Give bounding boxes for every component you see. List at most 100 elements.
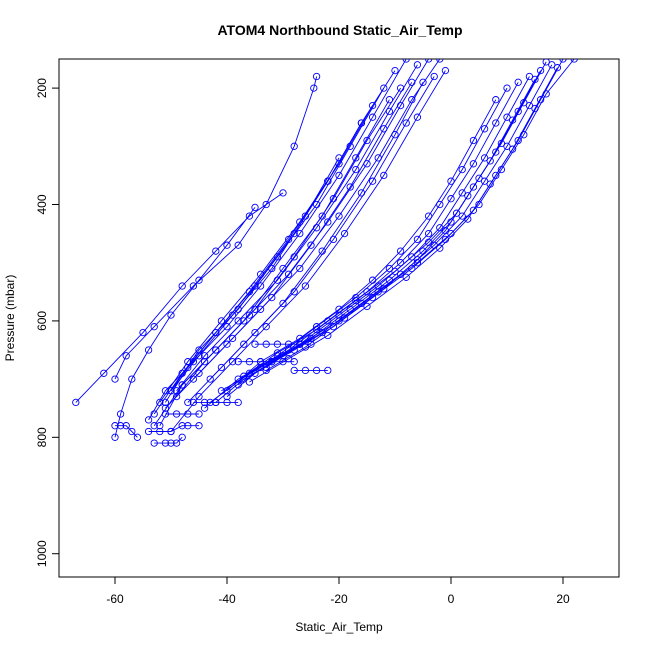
series-line	[237, 70, 541, 386]
data-point	[492, 96, 500, 104]
series-line	[265, 79, 536, 371]
data-point	[408, 78, 416, 86]
data-point	[508, 145, 517, 153]
data-point	[441, 66, 450, 75]
data-point	[413, 235, 422, 244]
data-point	[172, 410, 181, 418]
data-point	[335, 212, 343, 220]
data-point	[122, 422, 130, 430]
data-point	[240, 340, 248, 348]
data-point	[184, 422, 192, 430]
data-point	[150, 439, 158, 447]
y-tick-label: 200	[35, 78, 49, 98]
series-line	[193, 59, 441, 380]
data-point	[234, 317, 242, 325]
data-point	[486, 157, 494, 165]
data-point	[396, 247, 405, 255]
data-point	[508, 116, 517, 124]
data-point	[273, 352, 282, 360]
data-point	[486, 180, 494, 188]
data-point	[363, 136, 371, 145]
data-point	[368, 276, 377, 284]
data-point	[503, 113, 511, 121]
data-point	[195, 352, 203, 360]
x-tick-label: -60	[106, 592, 124, 606]
data-point	[212, 247, 220, 255]
data-point	[184, 410, 192, 418]
data-point	[195, 410, 203, 418]
series-line	[165, 82, 413, 409]
series-line	[226, 99, 497, 392]
series-line	[159, 87, 401, 426]
data-point	[223, 340, 231, 348]
data-point	[116, 410, 125, 418]
data-point	[368, 101, 377, 110]
data-point	[363, 288, 371, 296]
data-point	[262, 366, 270, 375]
data-point	[184, 398, 192, 407]
data-point	[559, 59, 567, 63]
series-36	[161, 410, 203, 418]
data-point	[156, 427, 164, 436]
data-point	[335, 171, 343, 180]
series-line	[265, 59, 575, 368]
data-point	[172, 439, 181, 447]
data-point	[290, 142, 298, 150]
y-tick-label: 400	[35, 194, 49, 214]
data-point	[144, 416, 153, 424]
y-axis: 200 400 600 800 1000	[35, 78, 59, 567]
data-point	[424, 59, 433, 63]
data-point	[296, 340, 304, 348]
data-point	[144, 427, 153, 436]
data-point	[402, 119, 410, 127]
data-point	[178, 282, 186, 290]
data-point	[161, 404, 170, 412]
series-19	[212, 61, 556, 407]
data-point	[139, 328, 147, 337]
series-25	[240, 59, 550, 380]
data-point	[480, 177, 489, 185]
data-point	[346, 183, 354, 191]
data-point	[464, 192, 472, 200]
data-point	[503, 84, 511, 92]
data-point	[368, 177, 377, 185]
series-line	[159, 105, 373, 403]
data-point	[458, 189, 466, 197]
series-6	[172, 61, 422, 395]
series-20	[234, 66, 545, 389]
data-point	[402, 59, 410, 63]
data-point	[128, 427, 136, 436]
data-point	[335, 305, 343, 313]
data-point	[380, 125, 388, 133]
data-point	[307, 340, 315, 348]
data-point	[200, 404, 209, 412]
series-1	[111, 72, 321, 383]
data-point	[329, 195, 338, 203]
data-point	[296, 264, 304, 273]
data-point	[189, 282, 198, 290]
data-point	[391, 131, 399, 139]
series-30	[144, 422, 203, 436]
data-point	[480, 125, 489, 133]
x-axis-label: Static_Air_Temp	[295, 620, 383, 634]
x-tick-label: -20	[330, 592, 348, 606]
data-point	[312, 200, 321, 209]
series-line	[176, 64, 418, 392]
data-point	[296, 229, 304, 238]
series-29	[262, 75, 539, 375]
series-17	[206, 78, 427, 383]
data-point	[464, 215, 472, 223]
x-tick-label: -40	[218, 592, 236, 606]
data-point	[385, 107, 394, 116]
series-line	[153, 122, 362, 415]
data-point	[172, 387, 181, 395]
series-35	[189, 398, 242, 407]
data-point	[368, 293, 377, 302]
data-point	[391, 66, 399, 75]
data-point	[548, 61, 556, 69]
data-point	[430, 72, 438, 81]
series-14	[184, 72, 438, 407]
series-34	[234, 358, 298, 366]
data-point	[268, 358, 276, 366]
y-axis-label: Pressure (mbar)	[3, 275, 17, 362]
